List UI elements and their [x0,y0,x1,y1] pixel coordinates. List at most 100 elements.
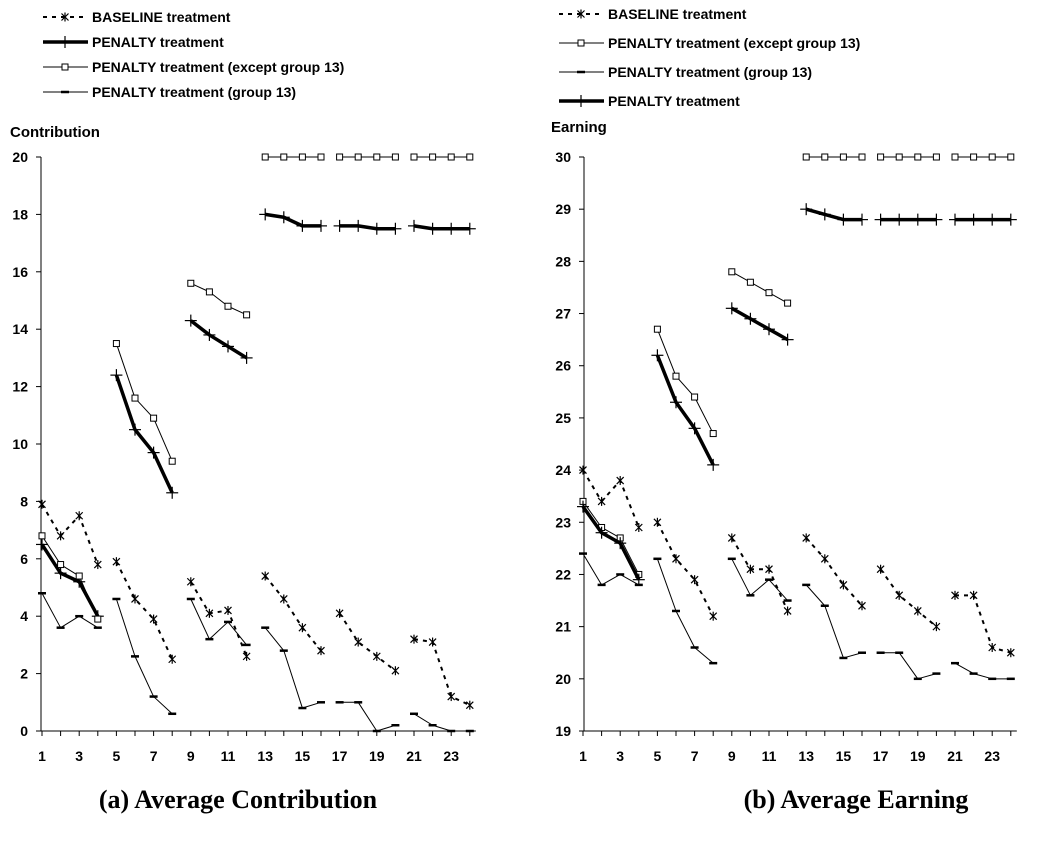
series-line-segment [805,584,863,659]
data-point [373,153,381,161]
data-point [765,564,773,574]
data-point [94,615,102,623]
data-point [614,537,627,550]
series-line-segment [264,212,321,228]
data-point [354,153,362,161]
data-point [653,325,661,333]
x-tick-label: 15 [295,748,311,764]
legend-swatch-marker [577,9,585,19]
data-point [634,522,643,532]
series-line-segment [582,553,640,586]
data-point [874,213,887,226]
legend-swatch-marker [59,36,71,48]
series-line-segment [805,207,862,222]
series-line-segment [582,469,640,528]
chart-caption: (b) Average Earning [744,785,969,814]
series-penalty [577,203,1017,586]
data-point [1006,648,1015,658]
data-point [391,153,399,161]
x-tick-label: 11 [762,748,777,764]
y-tick-label: 27 [555,306,571,322]
y-tick-label: 14 [12,321,28,337]
data-point [821,153,829,161]
data-point [672,554,680,564]
data-point [951,153,959,161]
series-except13 [579,153,1015,578]
chart-average-contribution: BASELINE treatment PENALTY treatment PENAL… [10,9,476,814]
data-point [147,446,160,459]
series-line-segment [413,713,470,732]
data-point [988,153,996,161]
data-point [967,213,980,226]
data-point [38,532,46,540]
data-point [595,526,608,539]
legend-swatch-marker [577,39,585,47]
data-point [725,302,738,315]
data-point [280,153,288,161]
legend-label: BASELINE treatment [608,6,747,22]
y-tick-label: 26 [555,358,571,374]
data-point [261,153,269,161]
data-point [277,211,290,224]
data-point [728,268,736,276]
series-line-segment [880,652,937,680]
data-point [38,499,46,509]
series-line-segment [731,558,788,601]
data-point [765,289,773,297]
legend: BASELINE treatment PENALTY treatment (exc… [559,6,860,109]
data-point [56,531,65,541]
data-point [1007,153,1015,161]
data-point [352,219,365,232]
y-tick-label: 10 [12,436,28,452]
data-point [856,213,868,226]
series-line-segment [189,319,248,360]
data-point [986,213,999,226]
x-tick-label: 9 [728,748,736,764]
data-point [222,340,234,353]
series-line-segment [339,701,396,732]
legend-swatch-marker [61,12,69,22]
data-point [616,476,625,486]
data-point [783,606,792,616]
series-line-segment [40,543,100,618]
y-tick-label: 25 [555,410,571,426]
y-tick-label: 24 [555,462,571,478]
y-tick-label: 20 [555,671,571,687]
series-line-segment [264,575,322,652]
series-line-segment [115,561,174,660]
y-axis-label: Contribution [10,124,100,141]
data-point [112,557,121,567]
data-point [465,700,474,710]
data-point [112,340,120,348]
data-point [57,561,65,569]
data-point [447,692,456,702]
data-point [802,153,810,161]
data-point [969,590,978,600]
data-point [463,222,476,235]
data-point [876,564,885,574]
y-tick-label: 30 [555,149,571,165]
legend: BASELINE treatment PENALTY treatment PENAL… [43,9,344,100]
x-tick-label: 5 [113,748,121,764]
data-point [709,430,717,438]
series-penalty [36,208,476,623]
data-point [150,414,158,422]
data-point [203,328,216,341]
y-tick-label: 20 [12,149,28,165]
y-tick-label: 6 [20,551,28,567]
legend-item-except13: PENALTY treatment (except group 13) [43,59,344,75]
x-tick-label: 3 [75,748,83,764]
x-tick-label: 5 [654,748,662,764]
y-axis-label: Earning [551,119,607,136]
data-point [391,666,400,676]
data-point [670,396,682,409]
data-point [781,333,794,346]
x-tick-label: 1 [38,748,46,764]
data-point [184,314,197,327]
data-point [131,594,139,604]
data-point [129,423,141,436]
data-point [988,643,997,653]
y-tick-label: 12 [12,379,28,395]
y-tick-label: 2 [20,666,28,682]
chart-caption: (a) Average Contribution [99,785,378,814]
